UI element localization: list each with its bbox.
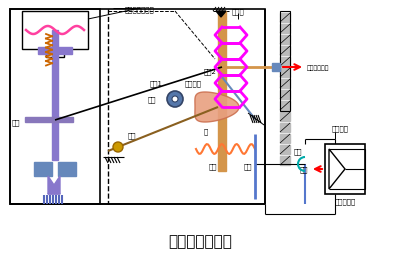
Polygon shape — [280, 134, 290, 144]
Polygon shape — [216, 12, 226, 18]
Polygon shape — [280, 25, 290, 34]
Text: 噴嘴: 噴嘴 — [294, 147, 302, 154]
Bar — [25, 118, 73, 122]
Text: 摇杆: 摇杆 — [128, 132, 136, 138]
Bar — [272, 64, 280, 72]
Text: 杠杆2: 杠杆2 — [204, 68, 217, 74]
Polygon shape — [280, 58, 290, 67]
Circle shape — [113, 142, 123, 152]
Bar — [38, 48, 72, 55]
Polygon shape — [280, 80, 290, 89]
Circle shape — [172, 97, 178, 103]
Bar — [10, 10, 265, 204]
Text: 气动薄膜调节阀: 气动薄膜调节阀 — [125, 6, 155, 12]
Polygon shape — [280, 69, 290, 78]
Polygon shape — [195, 93, 239, 122]
Text: 挡板: 挡板 — [244, 162, 252, 169]
Polygon shape — [280, 14, 290, 23]
Polygon shape — [280, 123, 290, 133]
Bar — [218, 12, 226, 171]
Bar — [22, 12, 88, 50]
Bar — [52, 31, 58, 160]
Bar — [46, 50, 64, 58]
Text: 滚轮: 滚轮 — [148, 96, 157, 103]
Text: 压力信号输入: 压力信号输入 — [307, 65, 330, 71]
Text: 平板: 平板 — [12, 119, 21, 126]
Text: 杠杆1: 杠杆1 — [150, 80, 163, 86]
Bar — [58, 162, 76, 176]
Text: 恒节流孔: 恒节流孔 — [332, 124, 349, 131]
Text: 波纹管: 波纹管 — [232, 8, 245, 14]
Bar — [325, 145, 365, 194]
Polygon shape — [280, 113, 290, 121]
Polygon shape — [280, 102, 290, 110]
Text: 弹簧: 弹簧 — [209, 162, 217, 169]
Bar — [10, 10, 100, 204]
Text: 轴: 轴 — [204, 128, 208, 134]
Text: 气源: 气源 — [300, 166, 308, 173]
Polygon shape — [280, 47, 290, 56]
Polygon shape — [280, 91, 290, 100]
Bar — [280, 12, 290, 112]
Text: 气动放大器: 气动放大器 — [335, 197, 356, 204]
Bar — [34, 162, 52, 176]
Circle shape — [167, 92, 183, 108]
Text: 气动阀门定位器: 气动阀门定位器 — [168, 234, 232, 248]
Polygon shape — [48, 176, 60, 194]
Polygon shape — [280, 156, 290, 165]
Polygon shape — [48, 176, 60, 194]
Polygon shape — [280, 146, 290, 154]
Polygon shape — [280, 36, 290, 45]
Text: 偏心凸轮: 偏心凸轮 — [185, 80, 202, 86]
